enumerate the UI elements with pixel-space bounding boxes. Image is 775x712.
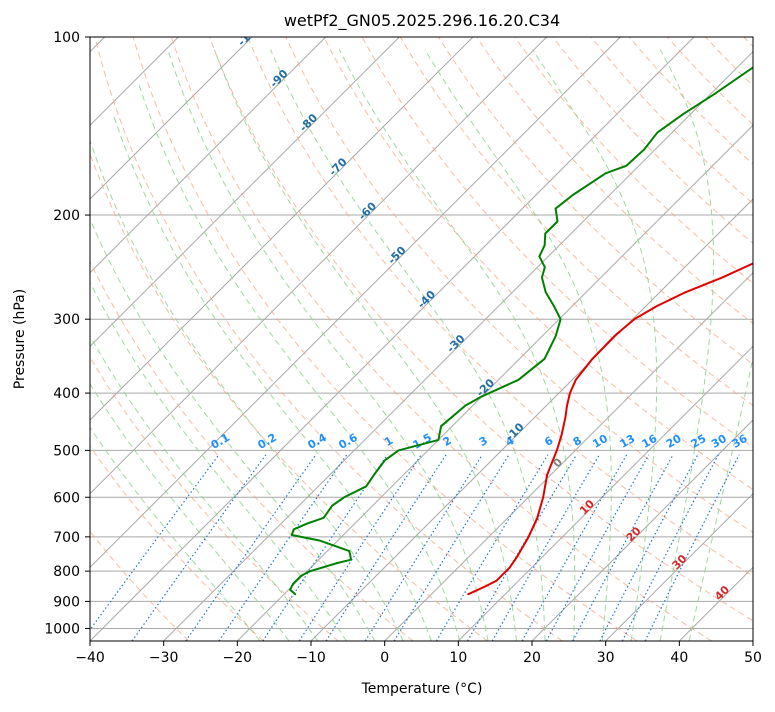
- y-tick-label: 100: [53, 30, 80, 46]
- y-tick-label: 600: [53, 490, 80, 506]
- x-tick-label: −30: [149, 650, 179, 666]
- x-tick-label: 0: [380, 650, 389, 666]
- y-tick-label: 400: [53, 386, 80, 402]
- y-tick-label: 500: [53, 443, 80, 459]
- y-tick-label: 1000: [44, 621, 80, 637]
- y-tick-label: 700: [53, 530, 80, 546]
- y-tick-label: 200: [53, 208, 80, 224]
- y-tick-label: 800: [53, 564, 80, 580]
- x-tick-label: 10: [449, 650, 467, 666]
- x-tick-label: 40: [670, 650, 688, 666]
- x-tick-label: 20: [523, 650, 541, 666]
- y-tick-label: 300: [53, 312, 80, 328]
- x-tick-label: −20: [223, 650, 253, 666]
- x-tick-label: 50: [744, 650, 762, 666]
- chart-title: wetPf2_GN05.2025.296.16.20.C34: [284, 11, 560, 31]
- y-axis-label: Pressure (hPa): [12, 289, 28, 389]
- x-axis-label: Temperature (°C): [361, 681, 483, 697]
- y-tick-label: 900: [53, 594, 80, 610]
- x-tick-label: 30: [597, 650, 615, 666]
- x-tick-label: −40: [75, 650, 105, 666]
- x-tick-label: −10: [296, 650, 326, 666]
